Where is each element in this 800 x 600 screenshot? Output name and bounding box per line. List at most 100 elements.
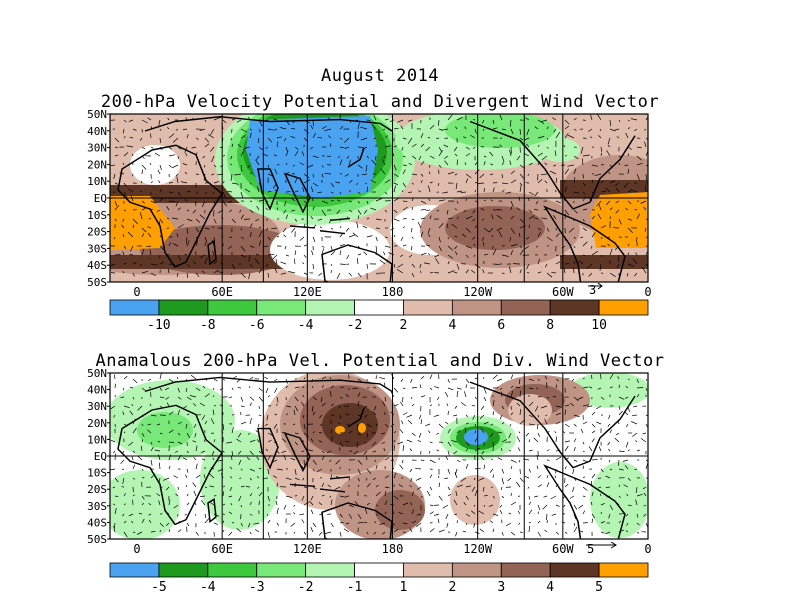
wind-vector [472,414,476,420]
wind-vector [285,162,288,166]
wind-vector [366,502,370,506]
wind-vector [627,119,630,122]
wind-vector [312,155,319,158]
wind-vector [465,448,468,452]
wind-vector [281,450,287,454]
wind-vector [303,254,307,258]
wind-vector [478,477,485,481]
wind-vector [384,475,390,479]
wind-vector [222,155,226,157]
wind-vector [113,414,116,418]
wind-vector [645,180,648,184]
wind-vector [372,450,377,453]
wind-vector [536,465,539,470]
wind-vector [339,396,343,399]
top-field-max [590,192,648,248]
wind-vector [492,119,495,124]
wind-vector [273,118,278,121]
wind-vector [591,232,596,238]
wind-vector [546,449,550,452]
wind-vector [199,128,206,132]
wind-vector [607,137,611,145]
wind-vector [357,521,365,524]
wind-vector [526,143,530,148]
wind-vector [482,269,485,274]
wind-vector [185,474,188,479]
wind-vector [159,128,162,131]
wind-vector [230,503,233,506]
top-colorbar-swatch [403,299,453,316]
wind-vector [123,405,130,409]
wind-vector [357,459,363,465]
wind-vector [627,263,635,267]
wind-vector [447,450,450,456]
wind-vector [429,124,435,130]
wind-vector [237,386,242,389]
wind-vector [345,441,350,443]
wind-vector [114,522,116,528]
wind-vector [294,386,300,389]
wind-vector [510,501,516,506]
coastline [321,502,393,539]
wind-vector [420,459,425,461]
wind-vector [645,387,648,391]
wind-vector [129,386,134,389]
wind-vector [176,272,179,277]
wind-vector [158,119,161,126]
wind-vector [509,423,512,427]
wind-vector [436,449,440,452]
wind-vector [618,468,624,471]
bottom-colorbar: -5 -4 -3 -2 -1 1 2 3 4 5 [109,562,649,595]
wind-vector [321,209,326,217]
wind-vector [510,374,514,380]
wind-vector [318,440,323,443]
wind-vector [509,236,512,242]
bottom-field-shade [375,490,425,530]
wind-vector [303,272,308,275]
top-lat-tick-label: EQ [94,192,107,205]
wind-vector [168,529,171,533]
wind-vector [645,117,648,121]
wind-vector [546,126,549,130]
wind-vector [473,522,476,528]
wind-vector [402,226,405,229]
wind-vector [204,486,208,489]
wind-vector [582,154,590,157]
wind-vector [645,459,648,462]
wind-vector [429,504,434,506]
wind-vector [379,376,386,380]
wind-vector [201,200,206,208]
wind-vector [122,218,125,222]
wind-vector [489,468,494,473]
wind-vector [599,263,602,271]
wind-vector [132,128,137,131]
wind-vector [301,402,305,407]
wind-vector [184,253,188,256]
wind-vector [267,519,271,524]
wind-vector [184,199,188,202]
coastline [543,205,626,282]
wind-vector [303,173,310,179]
wind-vector [481,119,485,124]
wind-vector [110,405,116,410]
wind-vector [132,218,138,224]
wind-vector [240,396,244,402]
wind-vector [471,236,476,240]
wind-vector [407,419,413,425]
wind-vector [492,411,495,416]
wind-vector [627,378,630,381]
wind-vector [257,423,260,428]
wind-vector [447,270,455,274]
wind-vector [465,215,473,220]
wind-vector [483,494,488,497]
wind-vector [393,528,399,533]
wind-vector [114,182,118,185]
wind-vector [175,128,179,131]
wind-vector [411,227,413,233]
wind-vector [365,164,368,172]
wind-vector [159,189,163,193]
wind-vector [249,493,253,497]
wind-vector [204,191,208,195]
wind-vector [330,191,334,194]
wind-vector [497,457,503,461]
